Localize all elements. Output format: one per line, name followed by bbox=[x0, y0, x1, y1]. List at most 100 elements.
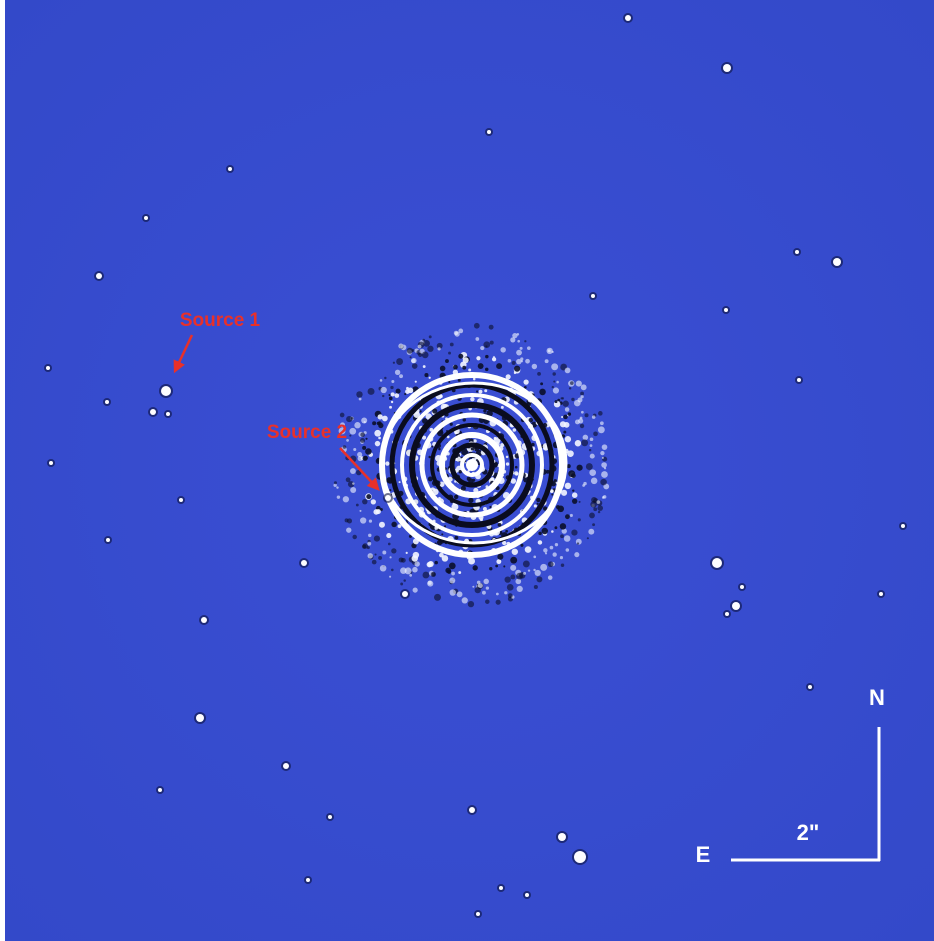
speckle bbox=[477, 363, 484, 370]
speckle bbox=[379, 379, 383, 382]
speckle bbox=[453, 364, 458, 370]
speckle bbox=[382, 394, 385, 398]
speckle bbox=[449, 577, 456, 584]
speckle bbox=[470, 396, 475, 402]
speckle bbox=[560, 534, 564, 539]
star bbox=[901, 524, 905, 528]
speckle bbox=[510, 574, 516, 580]
speckle bbox=[449, 342, 454, 347]
speckle bbox=[586, 537, 589, 540]
speckle bbox=[517, 339, 521, 343]
speckle bbox=[553, 380, 556, 383]
speckle bbox=[515, 578, 522, 585]
speckle bbox=[533, 584, 538, 590]
speckle bbox=[589, 444, 593, 448]
speckle bbox=[333, 481, 337, 485]
speckle bbox=[588, 448, 592, 452]
speckle bbox=[580, 391, 585, 396]
speckle bbox=[411, 555, 419, 562]
speckle bbox=[540, 563, 548, 571]
speckle bbox=[451, 503, 459, 511]
speckle bbox=[430, 571, 436, 577]
speckle bbox=[397, 524, 402, 529]
speckle bbox=[514, 465, 518, 469]
speckle bbox=[579, 416, 583, 420]
speckle bbox=[389, 489, 392, 492]
speckle bbox=[584, 413, 589, 418]
speckle bbox=[576, 464, 583, 471]
speckle bbox=[495, 486, 500, 491]
speckle bbox=[570, 381, 574, 385]
speckle bbox=[476, 390, 479, 393]
speckle bbox=[427, 476, 433, 482]
speckle bbox=[366, 546, 370, 550]
speckle bbox=[478, 389, 483, 394]
speckle bbox=[488, 324, 494, 330]
star bbox=[558, 833, 566, 841]
speckle bbox=[472, 377, 476, 381]
speckle bbox=[482, 507, 487, 512]
speckle bbox=[379, 507, 383, 511]
star bbox=[591, 294, 595, 298]
speckle bbox=[536, 576, 543, 583]
speckle bbox=[566, 464, 571, 469]
speckle bbox=[379, 521, 385, 528]
speckle bbox=[557, 398, 561, 402]
speckle bbox=[367, 387, 375, 395]
speckle bbox=[394, 393, 400, 398]
star bbox=[106, 538, 110, 542]
speckle bbox=[346, 415, 353, 423]
speckle bbox=[427, 345, 434, 352]
speckle bbox=[489, 340, 494, 345]
speckle bbox=[564, 436, 572, 443]
speckle bbox=[485, 599, 490, 604]
ring bbox=[460, 453, 484, 477]
speckle bbox=[391, 568, 394, 572]
speckle bbox=[524, 448, 527, 451]
speckle bbox=[391, 521, 397, 528]
speckle bbox=[439, 552, 444, 558]
speckle bbox=[514, 365, 521, 372]
speckle bbox=[362, 544, 367, 549]
speckle bbox=[522, 560, 530, 568]
speckle bbox=[516, 332, 520, 336]
speckle bbox=[427, 560, 434, 568]
speckle bbox=[495, 592, 499, 596]
speckle bbox=[536, 502, 539, 505]
speckle bbox=[563, 430, 567, 434]
speckle bbox=[568, 387, 572, 390]
speckle bbox=[557, 505, 565, 513]
speckle bbox=[483, 409, 487, 413]
speckle bbox=[533, 555, 537, 559]
speckle bbox=[516, 349, 522, 356]
speckle bbox=[567, 412, 572, 416]
speckle bbox=[454, 431, 458, 435]
star bbox=[328, 815, 332, 819]
speckle bbox=[516, 585, 523, 592]
speckle bbox=[428, 455, 431, 459]
speckle bbox=[520, 357, 524, 361]
speckle bbox=[447, 569, 452, 574]
speckle bbox=[404, 392, 407, 396]
speckle bbox=[357, 452, 363, 458]
speckle bbox=[571, 498, 578, 504]
star bbox=[301, 560, 307, 566]
speckle bbox=[505, 462, 510, 466]
speckle bbox=[537, 540, 543, 545]
speckle bbox=[360, 438, 366, 443]
speckle bbox=[342, 496, 350, 503]
speckle bbox=[600, 478, 607, 486]
speckle bbox=[590, 477, 598, 485]
speckle bbox=[449, 422, 453, 426]
ring bbox=[439, 432, 505, 498]
speckle bbox=[597, 505, 603, 511]
speckle bbox=[432, 408, 438, 414]
speckle bbox=[466, 476, 471, 481]
speckle bbox=[567, 450, 574, 457]
star bbox=[808, 685, 812, 689]
speckle bbox=[578, 418, 584, 424]
speckle bbox=[398, 481, 401, 484]
speckle bbox=[388, 396, 393, 401]
speckle bbox=[399, 374, 404, 379]
star bbox=[158, 788, 162, 792]
